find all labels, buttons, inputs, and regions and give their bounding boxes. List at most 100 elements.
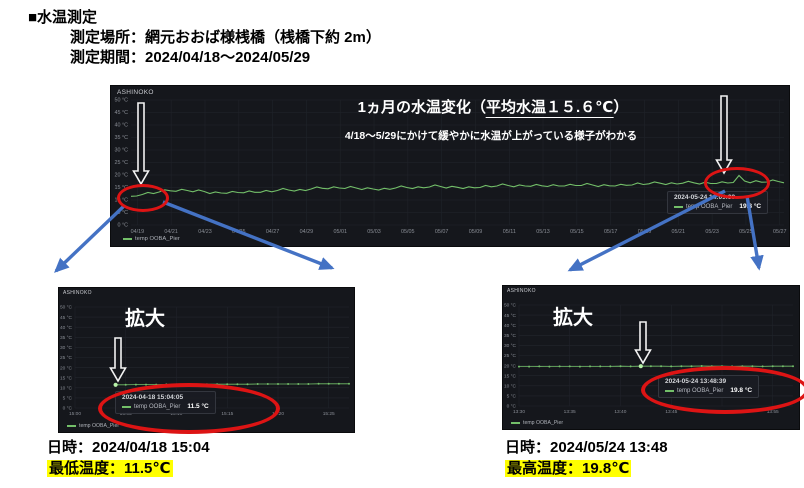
tooltip-series-swatch-icon (122, 405, 131, 408)
chart-tooltip: 2024-04-18 15:04:05 temp OOBA_Pier 11.5 … (115, 391, 216, 414)
legend-swatch-icon (123, 238, 132, 240)
svg-text:5 °C: 5 °C (507, 394, 517, 400)
svg-text:04/19: 04/19 (131, 229, 145, 235)
chart-legend: temp OOBA_Pier (511, 420, 563, 426)
svg-text:05/09: 05/09 (469, 229, 483, 235)
svg-text:05/19: 05/19 (638, 229, 652, 235)
zoom-max-chart-plot: 50 °C 45 °C 40 °C 35 °C 30 °C 25 °C 20 °C 15 °C… (504, 303, 794, 415)
svg-text:05/25: 05/25 (739, 229, 753, 235)
svg-text:20 °C: 20 °C (114, 173, 128, 179)
tooltip-series-swatch-icon (665, 389, 674, 392)
annotation-title-prefix: 1ヵ月の水温変化（ (357, 99, 486, 116)
svg-text:0 °C: 0 °C (63, 406, 73, 412)
svg-text:20 °C: 20 °C (504, 363, 517, 369)
max-temp-caption: 日時：2024/05/24 13:48 最高温度：19.8℃ (505, 437, 668, 479)
min-temp-value: 最低温度：11.5℃ (47, 460, 173, 477)
zoom-label: 拡大 (125, 308, 165, 330)
min-temp-caption: 日時：2024/04/18 15:04 最低温度：11.5℃ (47, 437, 210, 479)
panel-title: ASHINOKO (63, 290, 92, 296)
svg-text:25 °C: 25 °C (60, 355, 73, 361)
svg-text:15 °C: 15 °C (504, 373, 517, 379)
svg-text:13:35: 13:35 (564, 409, 576, 415)
svg-text:35 °C: 35 °C (60, 335, 73, 341)
legend-swatch-icon (511, 422, 520, 424)
chart-annotation-subtitle: 4/18～5/29にかけて緩やかに水温が上がっている様子がわかる (344, 130, 638, 142)
zoom-min-chart-panel: 50 °C 45 °C 40 °C 35 °C 30 °C 25 °C 20 °C 15 °C… (58, 287, 355, 433)
svg-text:05/21: 05/21 (672, 229, 686, 235)
svg-text:05/03: 05/03 (367, 229, 381, 235)
measurement-location: 測定場所：網元おおば様桟橋（桟橋下約 2m） (70, 29, 381, 46)
legend-label: temp OOBA_Pier (79, 423, 120, 429)
svg-text:05/17: 05/17 (604, 229, 618, 235)
svg-text:20 °C: 20 °C (60, 365, 73, 371)
svg-text:35 °C: 35 °C (504, 333, 517, 339)
tooltip-series-name: temp OOBA_Pier (134, 403, 181, 410)
svg-text:40 °C: 40 °C (60, 325, 73, 331)
svg-text:04/27: 04/27 (266, 229, 280, 235)
legend-label: temp OOBA_Pier (135, 236, 180, 242)
svg-text:50 °C: 50 °C (60, 305, 73, 311)
max-temp-datetime: 日時：2024/05/24 13:48 (505, 439, 668, 456)
svg-text:05/23: 05/23 (705, 229, 719, 235)
measurement-period: 測定期間：2024/04/18～2024/05/29 (70, 49, 311, 66)
tooltip-value: 19.8 °C (730, 387, 753, 394)
annotation-title-underlined: 平均水温１５.６℃ (485, 99, 614, 118)
legend-label: temp OOBA_Pier (523, 420, 564, 426)
svg-text:05/13: 05/13 (536, 229, 550, 235)
panel-title: ASHINOKO (117, 89, 154, 96)
svg-text:35 °C: 35 °C (114, 135, 128, 141)
chart-annotation-title: 1ヵ月の水温変化（平均水温１５.６℃） (357, 96, 628, 118)
svg-text:10 °C: 10 °C (114, 198, 128, 204)
svg-text:0 °C: 0 °C (117, 223, 128, 229)
svg-text:25 °C: 25 °C (504, 353, 517, 359)
svg-text:40 °C: 40 °C (114, 123, 128, 129)
zoom-label: 拡大 (553, 307, 593, 329)
svg-text:15:05: 15:05 (120, 411, 132, 417)
tooltip-series-swatch-icon (674, 205, 683, 208)
svg-text:13:45: 13:45 (665, 409, 677, 415)
svg-text:13:50: 13:50 (716, 409, 728, 415)
tooltip-value: 19.8 °C (739, 203, 762, 210)
zoom-max-chart-panel: 50 °C 45 °C 40 °C 35 °C 30 °C 25 °C 20 °C 15 °C… (502, 285, 800, 430)
svg-text:45 °C: 45 °C (60, 315, 73, 321)
svg-text:10 °C: 10 °C (60, 386, 73, 392)
main-temperature-chart-panel: 50 °C 45 °C 40 °C 35 °C 30 °C 25 °C 20 °C 15 °C… (110, 85, 790, 247)
svg-text:05/01: 05/01 (333, 229, 347, 235)
svg-text:04/23: 04/23 (198, 229, 212, 235)
svg-text:0 °C: 0 °C (507, 404, 517, 410)
min-temp-datetime: 日時：2024/04/18 15:04 (47, 439, 210, 456)
page-header: ■水温測定 測定場所：網元おおば様桟橋（桟橋下約 2m） 測定期間：2024/0… (28, 8, 381, 68)
chart-tooltip: 2024-05-24 13:48:39 temp OOBA_Pier 19.8 … (658, 375, 760, 398)
svg-text:50 °C: 50 °C (504, 303, 517, 309)
svg-text:15:25: 15:25 (323, 411, 335, 417)
chart-legend: temp OOBA_Pier (123, 236, 180, 242)
page-title: ■水温測定 (28, 9, 98, 26)
panel-title: ASHINOKO (507, 288, 536, 294)
svg-text:13:30: 13:30 (513, 409, 525, 415)
svg-text:25 °C: 25 °C (114, 160, 128, 166)
chart-tooltip: 2024-05-24 14:09:39 temp OOBA_Pier 19.8 … (667, 191, 769, 214)
svg-text:15:10: 15:10 (170, 411, 182, 417)
svg-text:10 °C: 10 °C (504, 384, 517, 390)
tooltip-timestamp: 2024-05-24 13:48:39 (665, 378, 727, 385)
tooltip-timestamp: 2024-05-24 14:09:39 (674, 194, 736, 201)
tooltip-timestamp: 2024-04-18 15:04:05 (122, 394, 184, 401)
max-temp-value: 最高温度：19.8℃ (505, 460, 632, 477)
svg-text:05/11: 05/11 (503, 229, 516, 235)
svg-text:45 °C: 45 °C (504, 313, 517, 319)
svg-text:05/07: 05/07 (435, 229, 449, 235)
svg-text:05/27: 05/27 (773, 229, 787, 235)
svg-text:04/25: 04/25 (232, 229, 246, 235)
svg-text:40 °C: 40 °C (504, 323, 517, 329)
svg-text:15 °C: 15 °C (60, 375, 73, 381)
svg-text:15:20: 15:20 (272, 411, 284, 417)
legend-swatch-icon (67, 425, 76, 427)
svg-text:30 °C: 30 °C (60, 345, 73, 351)
svg-text:04/29: 04/29 (300, 229, 314, 235)
svg-text:5 °C: 5 °C (63, 396, 73, 402)
svg-text:30 °C: 30 °C (114, 148, 128, 154)
tooltip-series-name: temp OOBA_Pier (677, 387, 724, 394)
svg-text:04/21: 04/21 (164, 229, 178, 235)
svg-text:30 °C: 30 °C (504, 343, 517, 349)
